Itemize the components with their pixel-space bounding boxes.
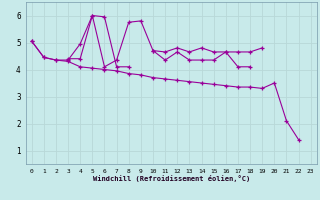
X-axis label: Windchill (Refroidissement éolien,°C): Windchill (Refroidissement éolien,°C) (92, 175, 250, 182)
